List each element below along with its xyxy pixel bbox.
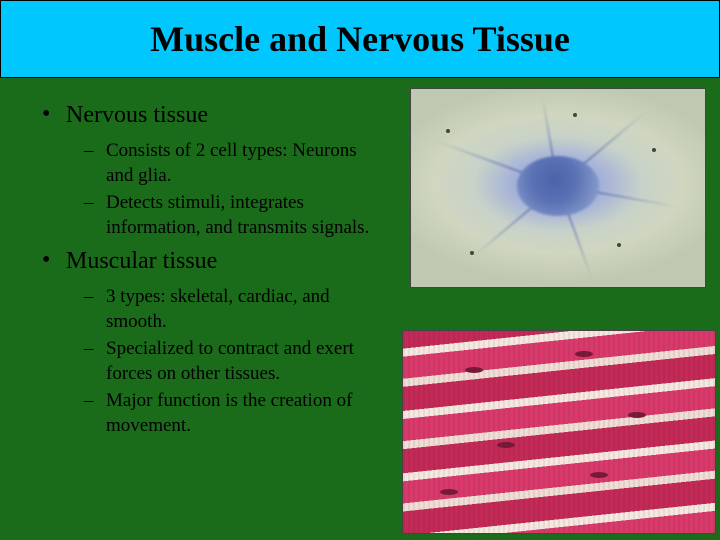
section-nervous: Nervous tissue Consists of 2 cell types:… (38, 100, 378, 240)
neuron-image (410, 88, 706, 288)
title-bar: Muscle and Nervous Tissue (0, 0, 720, 78)
sub-item: Specialized to contract and exert forces… (84, 336, 378, 386)
sub-item: Detects stimuli, integrates information,… (84, 190, 378, 240)
section-muscular: Muscular tissue 3 types: skeletal, cardi… (38, 246, 378, 438)
slide-title: Muscle and Nervous Tissue (150, 18, 570, 60)
sub-item: Consists of 2 cell types: Neurons and gl… (84, 138, 378, 188)
muscle-bg (403, 331, 715, 533)
section-label: Muscular tissue (66, 248, 217, 274)
sub-item: 3 types: skeletal, cardiac, and smooth. (84, 284, 378, 334)
neuron-bg (411, 89, 705, 287)
section-label: Nervous tissue (66, 102, 208, 128)
sub-list-muscular: 3 types: skeletal, cardiac, and smooth. … (84, 284, 378, 438)
sub-item: Major function is the creation of moveme… (84, 388, 378, 438)
bullet-list: Nervous tissue Consists of 2 cell types:… (38, 100, 378, 438)
muscle-image (402, 330, 716, 534)
sub-list-nervous: Consists of 2 cell types: Neurons and gl… (84, 138, 378, 240)
